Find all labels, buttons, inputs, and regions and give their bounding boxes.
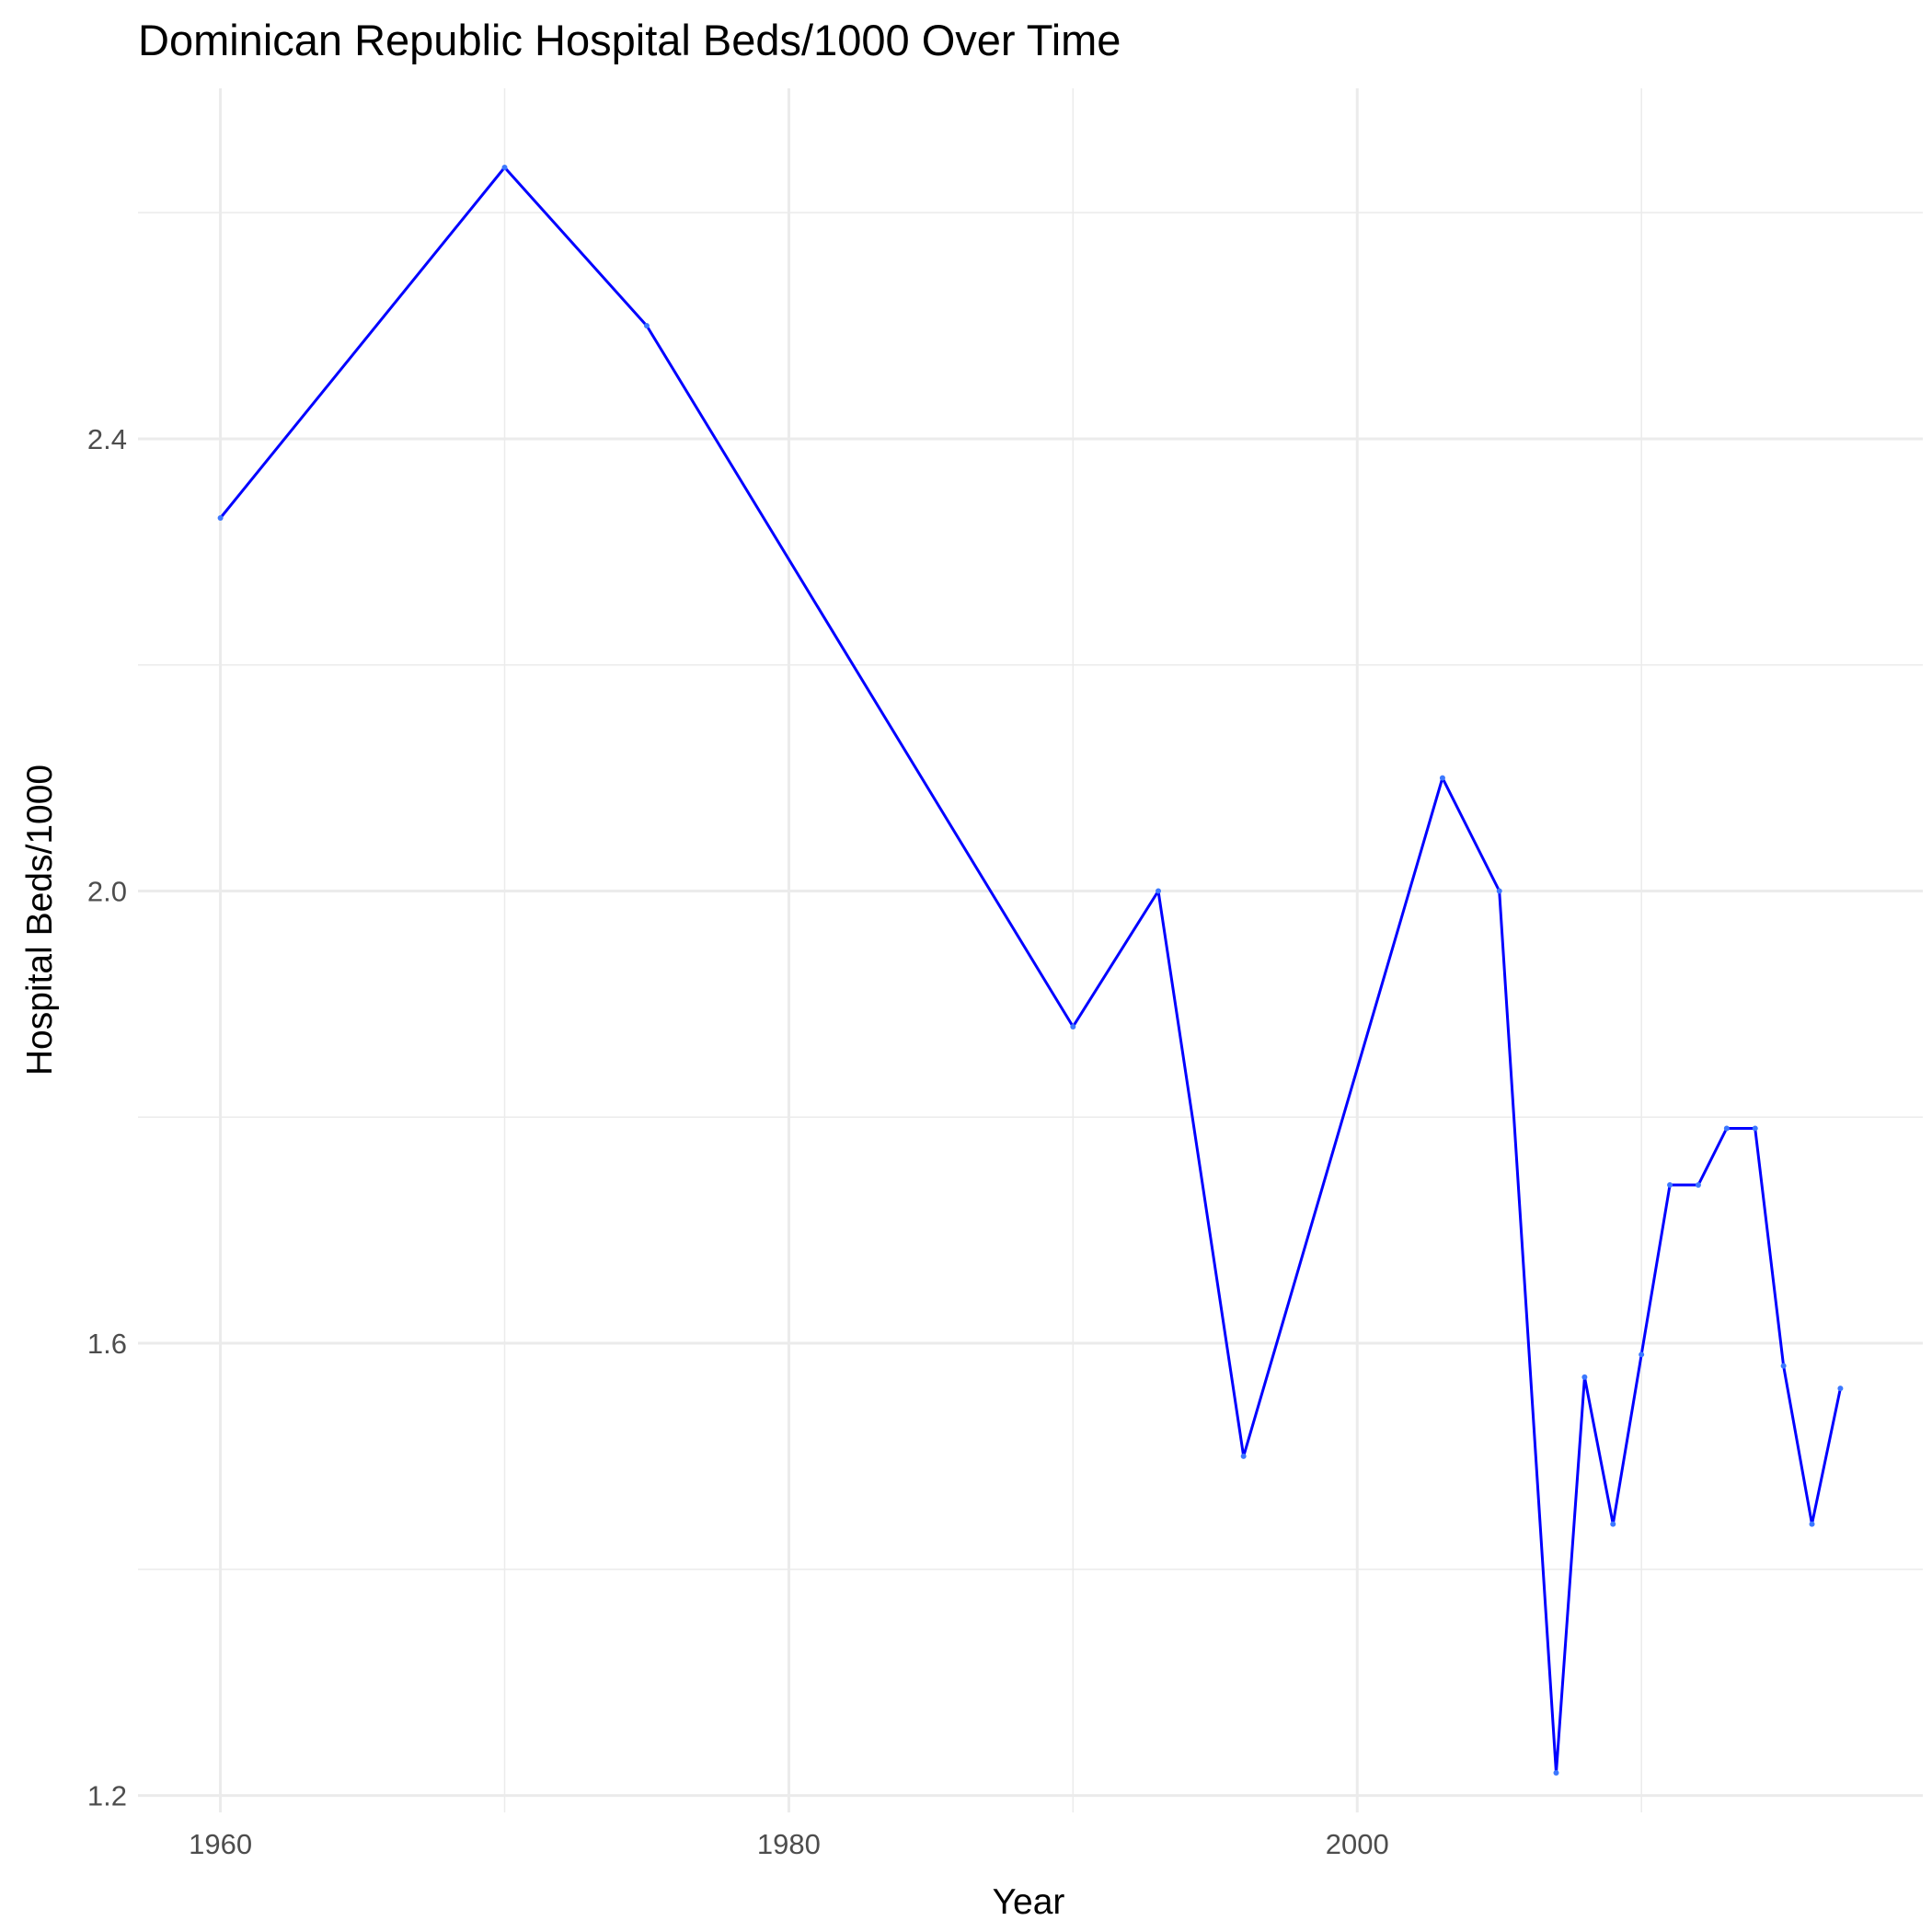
data-point <box>643 323 650 329</box>
y-axis-title: Hospital Beds/1000 <box>20 765 60 1075</box>
data-point <box>1780 1363 1787 1369</box>
data-point <box>1439 775 1445 781</box>
data-point <box>1156 888 1162 894</box>
data-point <box>501 165 508 171</box>
x-tick-label: 1960 <box>189 1828 252 1860</box>
series-layer <box>217 165 1844 1776</box>
x-axis-title: Year <box>993 1882 1065 1922</box>
y-tick-label: 2.4 <box>87 423 127 455</box>
data-point <box>1070 1023 1076 1029</box>
data-point <box>1752 1125 1758 1132</box>
data-point <box>1695 1181 1701 1188</box>
y-tick-label: 1.2 <box>87 1780 127 1812</box>
data-point <box>1639 1351 1645 1358</box>
gridlines <box>138 88 1923 1812</box>
series-line <box>219 166 1842 1775</box>
y-tick-label: 1.6 <box>87 1328 127 1360</box>
data-point <box>1809 1521 1815 1527</box>
chart-title: Dominican Republic Hospital Beds/1000 Ov… <box>138 16 1121 64</box>
data-point <box>1581 1374 1588 1380</box>
x-tick-label: 2000 <box>1326 1828 1389 1860</box>
data-point <box>1610 1521 1616 1527</box>
data-point <box>1240 1453 1247 1459</box>
data-point <box>217 514 224 521</box>
data-point <box>1837 1386 1844 1392</box>
x-tick-label: 1980 <box>757 1828 821 1860</box>
tick-labels: 1960 1980 2000 1.2 1.6 2.0 2.4 <box>87 423 1389 1860</box>
data-point <box>1667 1181 1673 1188</box>
data-point <box>1723 1125 1730 1132</box>
data-point <box>1496 888 1502 894</box>
y-tick-label: 2.0 <box>87 875 127 907</box>
data-point <box>1553 1769 1559 1776</box>
